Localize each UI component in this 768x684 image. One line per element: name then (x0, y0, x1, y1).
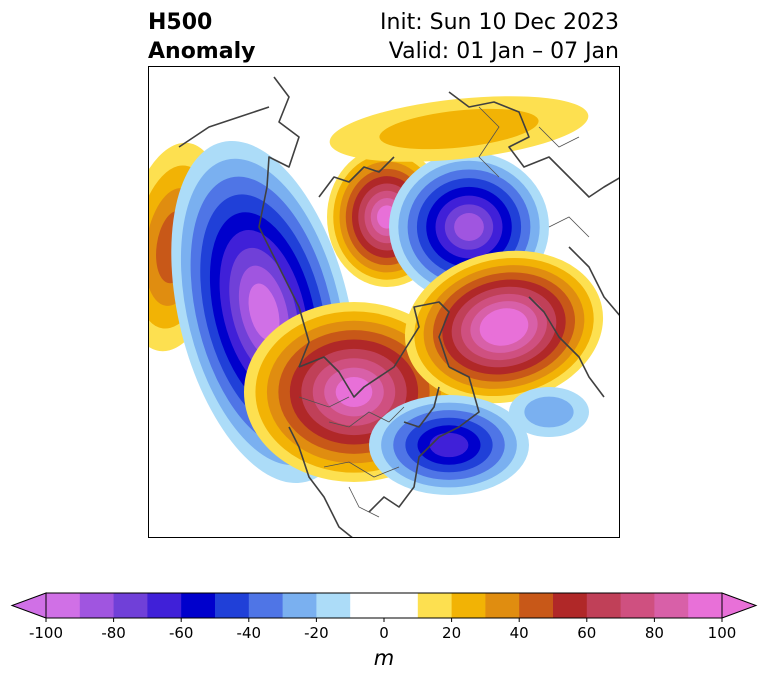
map-panel (148, 66, 620, 538)
colorbar-unit: m (373, 646, 395, 670)
init-time: Init: Sun 10 Dec 2023 (380, 10, 619, 35)
colorbar-segment (620, 593, 655, 618)
colorbar-segment (654, 593, 689, 618)
contour-band (248, 283, 280, 341)
border-segment (478, 106, 500, 178)
border-segment (548, 216, 590, 238)
colorbar-segment (215, 593, 250, 618)
border-segment (328, 406, 405, 428)
colorbar-segment (586, 593, 622, 618)
field-type: Anomaly (148, 39, 256, 64)
colorbar-segment (79, 593, 115, 618)
coastline-segment (403, 386, 440, 428)
border-segment (538, 126, 580, 148)
colorbar-segment (688, 593, 723, 618)
contour-band (524, 396, 574, 428)
colorbar-segment (384, 593, 419, 618)
colorbar-segment (485, 593, 520, 618)
coastline-segment (368, 366, 480, 513)
colorbar-tick-label: -100 (28, 624, 64, 642)
colorbar-segment (181, 593, 216, 618)
field-name: H500 (148, 10, 213, 35)
colorbar-segment (147, 593, 182, 618)
colorbar-segment (46, 593, 81, 618)
colorbar-tick-label: -60 (168, 624, 194, 642)
colorbar-tick-label: 60 (577, 624, 597, 642)
colorbar (10, 592, 758, 622)
colorbar-segment (113, 593, 148, 618)
ridge-arctic (329, 96, 589, 162)
colorbar-segment (553, 593, 588, 618)
trough-north-atlantic (369, 395, 529, 495)
anomaly-contours (149, 96, 604, 495)
ridge-central-asia (404, 250, 604, 404)
coastline-segment (448, 91, 619, 198)
coastline-segment (318, 156, 395, 198)
border-segment (298, 396, 350, 408)
map-title: H500 Anomaly (148, 8, 255, 66)
colorbar-segment (282, 593, 317, 618)
colorbar-over-arrow (721, 592, 758, 619)
coastline-segment (528, 296, 605, 398)
colorbar-segment (350, 593, 385, 618)
border-segment (323, 461, 400, 478)
colorbar-tick-label: -80 (101, 624, 126, 642)
colorbar-tick-label: 40 (509, 624, 529, 642)
country-borders (298, 106, 590, 518)
colorbar-tick-label: 0 (379, 624, 389, 642)
coastline-segment (178, 106, 270, 148)
colorbar-tick-label: -40 (236, 624, 262, 642)
colorbar-segment (316, 593, 351, 618)
contour-band (489, 315, 519, 339)
coastline-segment (258, 76, 310, 368)
anomaly-map (149, 76, 619, 537)
colorbar-segment (519, 593, 554, 618)
colorbar-tick-label: 80 (644, 624, 664, 642)
colorbar-tick-label: 20 (442, 624, 462, 642)
border-segment (348, 486, 380, 518)
colorbar-under-arrow (10, 592, 47, 619)
contour-band (429, 432, 469, 458)
forecast-times: Init: Sun 10 Dec 2023 Valid: 01 Jan – 07… (380, 8, 619, 66)
coastline-segment (288, 426, 353, 537)
coastline-segment (568, 246, 619, 316)
colorbar-segment (451, 593, 486, 618)
colorbar-segment (248, 593, 284, 618)
colorbar-tick-label: 100 (707, 624, 737, 642)
coastline-segment (298, 301, 450, 398)
colorbar-segment (417, 593, 453, 618)
valid-period: Valid: 01 Jan – 07 Jan (388, 39, 619, 64)
contour-band (335, 377, 373, 407)
coastlines (178, 76, 619, 537)
trough-north-atlantic-ext (509, 387, 589, 437)
contour-band (379, 108, 539, 150)
colorbar-tick-label: -20 (304, 624, 329, 642)
contour-band (454, 213, 484, 241)
